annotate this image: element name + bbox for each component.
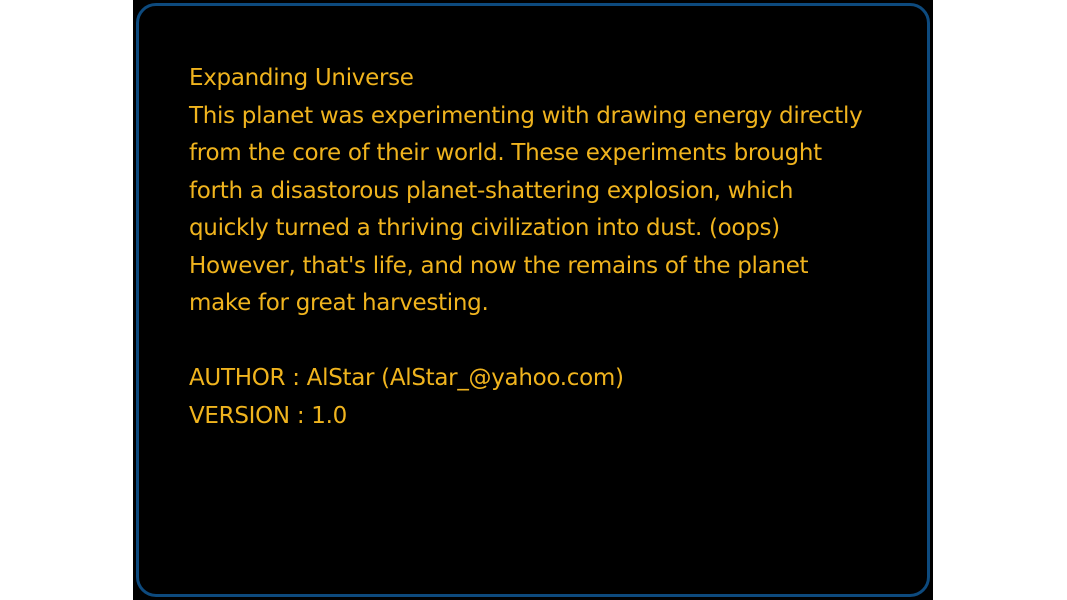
game-screen: Expanding Universe This planet was exper… <box>133 0 933 600</box>
description-line: This planet was experimenting with drawi… <box>189 102 863 129</box>
description-line: forth a disastorous planet-shattering ex… <box>189 177 794 204</box>
version-line: VERSION : 1.0 <box>189 402 347 429</box>
level-info-text: Expanding Universe This planet was exper… <box>189 60 909 435</box>
description-line: make for great harvesting. <box>189 290 489 316</box>
info-panel: Expanding Universe This planet was exper… <box>136 3 930 597</box>
description-line: quickly turned a thriving civilization i… <box>189 215 780 241</box>
level-title: Expanding Universe <box>189 65 414 91</box>
description-line: However, that's life, and now the remain… <box>189 252 809 279</box>
author-line: AUTHOR : AlStar (AlStar_@yahoo.com) <box>189 365 624 391</box>
blank-line <box>189 323 909 361</box>
description-line: from the core of their world. These expe… <box>189 140 822 166</box>
